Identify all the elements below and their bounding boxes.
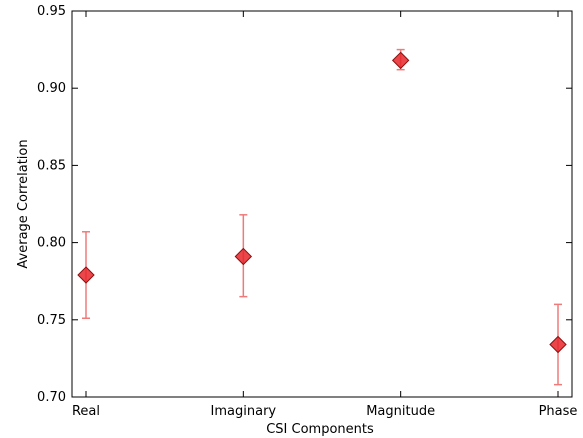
- y-axis-ticks: 0.70 0.75 0.80 0.85 0.90 0.95: [37, 4, 572, 405]
- y-tick-label: 0.70: [37, 390, 66, 405]
- x-axis-label: CSI Components: [266, 422, 374, 437]
- data-series: [77, 48, 567, 386]
- y-tick-label: 0.90: [37, 81, 66, 96]
- x-tick-label: Imaginary: [211, 404, 277, 419]
- x-tick-label: Real: [72, 404, 100, 419]
- y-tick-label: 0.80: [37, 236, 66, 251]
- y-tick-label: 0.75: [37, 313, 66, 328]
- plot-frame: [71, 10, 573, 398]
- y-axis-label: Average Correlation: [16, 139, 31, 268]
- data-point-marker: [77, 266, 95, 284]
- x-axis-ticks: Real Imaginary Magnitude Phase: [72, 11, 577, 419]
- data-point-marker: [234, 247, 253, 266]
- y-tick-label: 0.95: [37, 4, 66, 19]
- x-tick-label: Phase: [539, 404, 578, 419]
- data-point-marker: [549, 335, 567, 354]
- data-point-marker: [391, 51, 410, 70]
- x-tick-label: Magnitude: [366, 404, 435, 419]
- y-tick-label: 0.85: [37, 158, 66, 173]
